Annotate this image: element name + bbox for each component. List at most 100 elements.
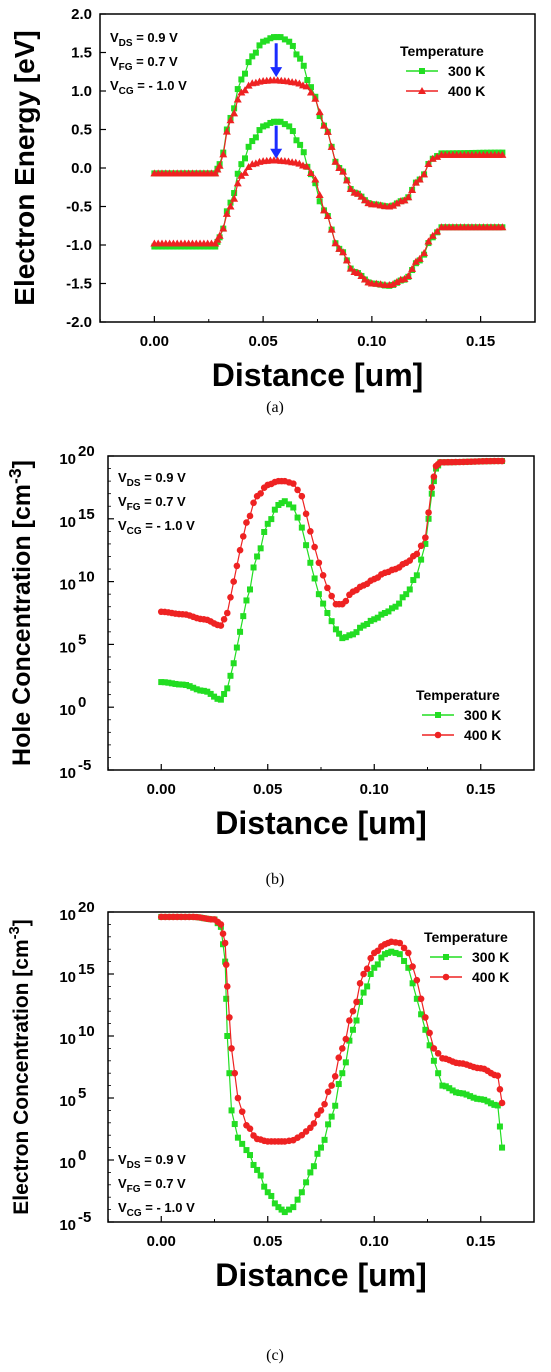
- series-1-point: [396, 939, 404, 947]
- series-0-point: [405, 964, 412, 971]
- x-tick-label: 0.10: [360, 781, 389, 798]
- series-1-point: [222, 127, 231, 135]
- series-1-point: [226, 116, 235, 124]
- series-1-point: [494, 1072, 502, 1079]
- series-0-point: [406, 586, 413, 593]
- x-tick-label: 0.10: [360, 1233, 389, 1250]
- series-0-point: [298, 1189, 305, 1196]
- series-0-point: [260, 38, 267, 45]
- series-0-point: [357, 624, 364, 631]
- series-2-point: [166, 243, 173, 250]
- series-2-point: [263, 122, 270, 129]
- series-1-point: [324, 584, 331, 592]
- series-3-point: [339, 248, 348, 256]
- series-3-point: [424, 237, 433, 245]
- series-1-point: [226, 1014, 233, 1021]
- series-1-point: [413, 550, 421, 558]
- series-0-point: [278, 500, 285, 507]
- y-tick-base: 10: [59, 702, 76, 719]
- series-300k-0: [158, 458, 506, 703]
- series-1-point: [306, 88, 315, 96]
- series-0-point: [303, 542, 310, 549]
- series-0-point: [385, 608, 392, 615]
- series-0-point: [381, 610, 388, 616]
- x-axis-label: Distance [um]: [215, 805, 427, 841]
- series-0-point: [346, 632, 353, 639]
- series-3-point: [392, 277, 401, 285]
- series-0-point: [332, 626, 339, 633]
- series-2-point: [231, 190, 238, 197]
- series-400k-1: [157, 913, 506, 1145]
- series-0-point: [349, 631, 356, 638]
- series-2-point: [151, 243, 158, 250]
- series-0-point: [197, 687, 204, 694]
- series-1-point: [430, 473, 438, 481]
- y-tick-exponent: 10: [78, 1023, 95, 1040]
- series-0-point: [245, 59, 252, 66]
- series-1-point: [353, 998, 360, 1006]
- series-0-point: [204, 688, 211, 695]
- series-1-point: [298, 1131, 306, 1139]
- series-0-point: [364, 983, 371, 990]
- series-0-point: [275, 501, 282, 508]
- series-1-point: [346, 1017, 353, 1024]
- series-1-point: [342, 1035, 350, 1043]
- series-1-point: [307, 528, 314, 535]
- series-1-point: [357, 192, 366, 200]
- series-0-point: [435, 1070, 442, 1077]
- series-1-point: [227, 594, 234, 601]
- series-0-point: [360, 622, 367, 629]
- series-0-point: [293, 51, 300, 58]
- series-1-point: [425, 509, 432, 516]
- series-0-point: [371, 964, 378, 971]
- series-0-point: [281, 36, 288, 43]
- series-0-point: [442, 1083, 449, 1090]
- series-0-point: [474, 1095, 481, 1102]
- legend: Temperature 300 K 400 K: [424, 929, 509, 985]
- series-1-point: [239, 533, 247, 540]
- series-2-point: [281, 121, 288, 128]
- series-0-point: [316, 113, 323, 120]
- bias-condition: VCG = - 1.0 V: [110, 78, 187, 97]
- series-0-point: [158, 679, 165, 686]
- series-2-point: [185, 243, 192, 250]
- series-3-point: [420, 249, 429, 257]
- series-0-point: [360, 989, 367, 996]
- series-1-point: [294, 486, 301, 494]
- series-0-point: [443, 954, 449, 960]
- series-0-point: [247, 1152, 253, 1159]
- x-axis-label: Distance [um]: [215, 1257, 427, 1293]
- series-0-point: [261, 1183, 268, 1190]
- series-1-point: [498, 1099, 506, 1107]
- series-0-point: [422, 1026, 429, 1033]
- series-3-point: [331, 239, 340, 247]
- series-line: [161, 460, 503, 701]
- series-0-point: [310, 1163, 317, 1170]
- series-1-point: [233, 562, 241, 570]
- series-0-point: [234, 86, 241, 93]
- series-1-point: [335, 164, 344, 171]
- series-0-point: [271, 1200, 278, 1207]
- series-3-point: [323, 211, 332, 219]
- series-1-point: [257, 490, 264, 497]
- series-3-point: [346, 264, 355, 272]
- y-tick-label: 10: [59, 1031, 76, 1048]
- series-line: [154, 121, 503, 287]
- series-0-point: [257, 545, 264, 552]
- series-1-point: [230, 578, 237, 585]
- series-1-point: [335, 1054, 343, 1061]
- series-2-point: [297, 141, 304, 148]
- series-0-point: [449, 1087, 456, 1094]
- series-0-point: [286, 1206, 293, 1213]
- series-1-point: [246, 512, 254, 520]
- series-2-point: [181, 243, 188, 250]
- series-0-point: [413, 572, 420, 579]
- series-0-point: [186, 683, 193, 690]
- bias-condition: VCG = - 1.0 V: [118, 1200, 195, 1219]
- chart-panel-a: 0.00 0.05 0.10 0.15 Distance [um] 2.0 1.5 1.0 0.…: [9, 6, 536, 393]
- series-3-point: [415, 254, 424, 262]
- series-0-point: [242, 70, 248, 77]
- series-1-point: [219, 930, 227, 937]
- y-tick-label: 10: [59, 1093, 76, 1110]
